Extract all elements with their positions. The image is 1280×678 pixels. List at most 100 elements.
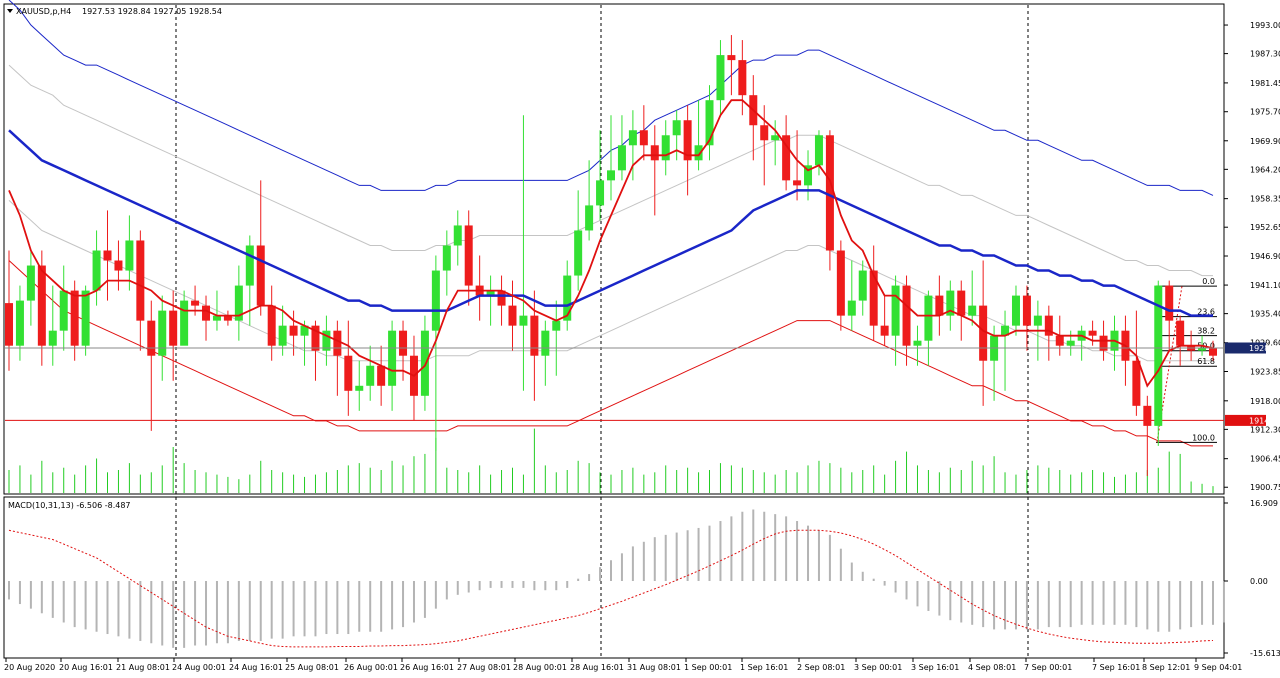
candle-body xyxy=(158,310,167,356)
price-tick-label: 1912.30 xyxy=(1250,425,1280,434)
price-tick-label: 1987.30 xyxy=(1250,50,1280,59)
candle-body xyxy=(858,270,867,301)
candle-body xyxy=(5,303,13,346)
candle-body xyxy=(147,320,156,356)
candle-body xyxy=(70,290,79,346)
candle-body xyxy=(26,265,35,301)
price-tick-label: 1946.90 xyxy=(1250,252,1280,261)
candle-body xyxy=(869,270,878,326)
candle-body xyxy=(322,330,331,351)
candle-body xyxy=(771,135,780,141)
candlesticks xyxy=(5,35,1217,476)
time-axis: 20 Aug 2020 20 Aug 16:01 21 Aug 08:01 24 Au… xyxy=(4,658,1242,672)
candle-body xyxy=(519,315,528,326)
candle-body xyxy=(1198,348,1207,351)
price-tick-label: 1952.65 xyxy=(1250,223,1280,232)
current-price-tag xyxy=(1225,342,1266,354)
candle-body xyxy=(957,290,966,316)
time-tick-label: 9 Sep 04:01 xyxy=(1194,663,1242,672)
macd-indicator: 16.909 0.00 -15.613 xyxy=(8,499,1280,658)
candle-body xyxy=(825,135,834,251)
time-tick-label: 7 Sep 00:01 xyxy=(1024,663,1072,672)
price-tick-label: 1981.45 xyxy=(1250,79,1280,88)
macd-tick-label: 16.909 xyxy=(1250,499,1278,508)
fib-level-label: 0.0 xyxy=(1202,277,1215,286)
time-tick-label: 1 Sep 00:01 xyxy=(684,663,732,672)
time-tick-label: 26 Aug 16:01 xyxy=(400,663,454,672)
symbol-label: XAUUSD,p,H4 xyxy=(16,7,71,16)
candle-body xyxy=(814,135,823,166)
slow-moving-average-line xyxy=(8,129,1213,317)
time-tick-label: 26 Aug 00:01 xyxy=(344,663,398,672)
candle-body xyxy=(1143,405,1152,426)
fib-level-label: 23.6 xyxy=(1197,308,1215,317)
candle-body xyxy=(377,365,386,386)
candle-body xyxy=(738,60,747,96)
time-tick-label: 24 Aug 16:01 xyxy=(229,663,283,672)
candle-body xyxy=(464,225,473,286)
dropdown-triangle-icon[interactable] xyxy=(7,9,13,13)
time-tick-label: 28 Aug 16:01 xyxy=(570,663,624,672)
candle-body xyxy=(15,300,24,346)
candle-body xyxy=(366,365,375,386)
candle-body xyxy=(1099,335,1108,351)
time-tick-label: 4 Sep 08:01 xyxy=(968,663,1016,672)
candle-body xyxy=(420,330,429,396)
macd-tick-label: -15.613 xyxy=(1250,649,1280,658)
candle-body xyxy=(793,180,802,186)
candle-body xyxy=(552,320,561,331)
candle-body xyxy=(37,265,46,346)
time-tick-label: 20 Aug 16:01 xyxy=(59,663,113,672)
time-tick-label: 3 Sep 00:01 xyxy=(854,663,902,672)
candle-body xyxy=(596,180,605,206)
candle-body xyxy=(672,120,681,136)
current-price-label: 1928.54 xyxy=(1249,344,1280,353)
candle-body xyxy=(1044,315,1053,336)
candle-body xyxy=(541,330,550,356)
time-tick-label: 24 Aug 00:01 xyxy=(172,663,226,672)
candle-body xyxy=(628,130,637,146)
candle-body xyxy=(782,135,791,181)
candle-body xyxy=(935,295,944,316)
candle-body xyxy=(344,355,353,391)
candle-body xyxy=(333,330,342,356)
price-tick-label: 1993.00 xyxy=(1250,21,1280,30)
candle-body xyxy=(1132,360,1141,406)
price-tick-label: 1964.20 xyxy=(1250,165,1280,174)
candle-body xyxy=(234,285,243,321)
candle-body xyxy=(1022,295,1031,326)
candle-body xyxy=(81,290,90,346)
lower-envelope-line xyxy=(8,260,1213,447)
candle-body xyxy=(1154,285,1163,426)
candle-body xyxy=(388,330,397,386)
macd-panel-frame xyxy=(3,496,1225,659)
candle-body xyxy=(180,300,189,346)
candle-body xyxy=(924,295,933,341)
main-panel-frame xyxy=(3,3,1225,495)
fib-level-label: 100.0 xyxy=(1192,433,1215,442)
candle-body xyxy=(705,100,714,146)
time-tick-label: 8 Sep 12:01 xyxy=(1142,663,1190,672)
candle-body xyxy=(1176,320,1185,346)
candle-body xyxy=(563,275,572,321)
candle-body xyxy=(847,300,856,316)
candle-body xyxy=(1066,340,1075,346)
candle-body xyxy=(902,285,911,346)
candle-body xyxy=(804,165,813,186)
candle-body xyxy=(716,55,725,101)
candle-body xyxy=(913,340,922,346)
price-tick-label: 1923.85 xyxy=(1250,368,1280,377)
candle-body xyxy=(48,330,57,346)
candle-body xyxy=(169,310,178,346)
candle-body xyxy=(191,300,200,306)
ohlc-readout: 1927.53 1928.84 1927.05 1928.54 xyxy=(82,7,222,16)
candle-body xyxy=(585,205,594,231)
candle-body xyxy=(136,240,145,321)
candle-body xyxy=(278,325,287,346)
fib-level-label: 61.8 xyxy=(1197,357,1215,366)
candle-body xyxy=(300,325,309,336)
candle-body xyxy=(639,130,648,146)
moving-averages xyxy=(8,99,1214,388)
